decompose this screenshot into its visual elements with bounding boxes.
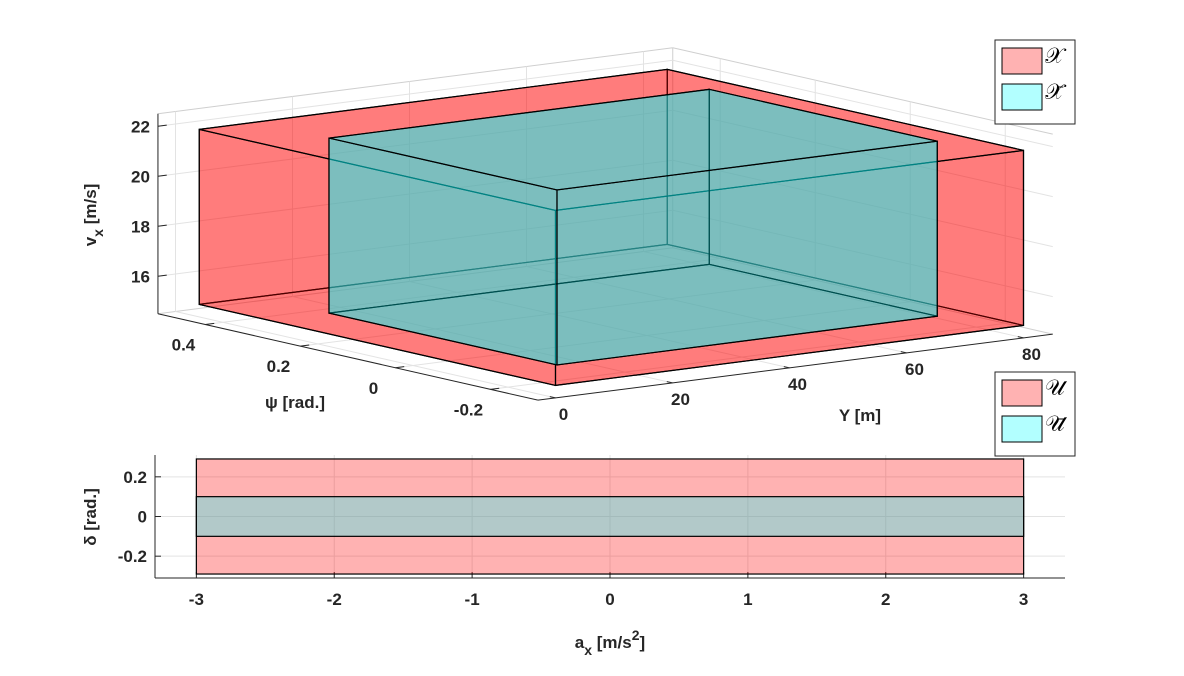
y-tick-label: -0.2	[454, 400, 483, 419]
x-axis	[537, 333, 1053, 401]
z-axis-label-base: v	[81, 236, 100, 246]
tick-mark	[395, 366, 405, 369]
tick-mark	[300, 344, 310, 347]
y-axis-label: δ [rad.]	[81, 488, 100, 546]
grid-line	[395, 301, 911, 369]
tick-mark	[549, 396, 556, 399]
y-tick-label: 0	[369, 379, 378, 398]
legend-label: 𝒰	[1045, 376, 1068, 401]
legend-label: 𝒰̄	[1045, 412, 1068, 437]
y-axis	[157, 313, 539, 401]
legend-label: 𝒳̄	[1045, 80, 1067, 105]
y-tick-label: 0.4	[172, 336, 196, 355]
pane-edge	[157, 47, 673, 115]
grid-line	[157, 109, 673, 177]
legend-swatch	[1001, 47, 1043, 75]
legend-swatch	[1001, 379, 1043, 407]
region	[195, 496, 1025, 537]
x-tick-label: 80	[1022, 345, 1041, 364]
x-tick-label: 3	[1019, 590, 1028, 609]
grid-line	[157, 159, 673, 227]
tick-mark	[157, 274, 167, 277]
z-axis-label-sub: x	[90, 229, 106, 237]
region	[195, 458, 1025, 575]
x-tick-label: -1	[465, 590, 480, 609]
tick-mark	[666, 381, 673, 384]
legend: 𝒳 𝒳̄	[994, 39, 1076, 125]
pane-edge	[672, 247, 1053, 335]
x-axis-label-sub: x	[584, 642, 592, 658]
grid-line	[526, 266, 907, 354]
grid-line	[175, 311, 556, 399]
z-tick-label: 18	[131, 217, 150, 236]
legend: 𝒰 𝒰̄	[994, 371, 1076, 457]
grid-line	[672, 159, 1053, 248]
z-tick-label: 22	[131, 117, 150, 136]
tick-mark	[157, 124, 167, 127]
tick-mark	[783, 366, 790, 369]
y-tick-label: 0.2	[267, 357, 291, 376]
x-axis-label: Y [m]	[839, 406, 881, 425]
plot-layer	[154, 47, 1065, 579]
grid-line	[409, 281, 790, 369]
x-tick-label: 2	[881, 590, 890, 609]
legend-label: 𝒳	[1045, 44, 1067, 69]
legend-swatch	[1001, 83, 1043, 111]
tick-mark	[900, 351, 907, 354]
x-tick-label: 1	[743, 590, 752, 609]
grid-line	[672, 59, 1053, 148]
y-tick-label: 0	[138, 508, 147, 527]
tick-mark	[490, 387, 500, 390]
y-tick-label: -0.2	[118, 547, 147, 566]
x-axis-label-end: ]	[640, 633, 646, 652]
x-axis-label: ax [m/s2]	[575, 627, 645, 658]
grid-line	[643, 251, 1024, 339]
pane-edge	[672, 47, 1053, 135]
region-face	[199, 68, 1024, 212]
x-axis-label-rest: [m/s	[592, 633, 632, 652]
tick-mark	[1017, 336, 1024, 339]
x-tick-label: 60	[905, 360, 924, 379]
tick-mark	[205, 322, 215, 326]
z-axis-label-rest: [m/s]	[81, 184, 100, 229]
z-tick-label: 20	[131, 167, 150, 186]
grid-line	[672, 209, 1053, 298]
x-tick-label: -2	[327, 590, 342, 609]
x-tick-label: -3	[189, 590, 204, 609]
grid-line	[300, 279, 816, 347]
legend-swatch	[1001, 415, 1043, 443]
tick-mark	[157, 224, 167, 227]
x-tick-label: 0	[605, 590, 614, 609]
x-axis-label-base: a	[575, 633, 585, 652]
y-axis-label: ψ [rad.]	[265, 393, 325, 412]
tick-mark	[157, 174, 167, 177]
grid-line	[157, 209, 673, 277]
x-axis-label-sup: 2	[632, 627, 640, 643]
y-tick-label: 0.2	[123, 468, 147, 487]
x-tick-label: 40	[788, 375, 807, 394]
x-tick-label: 20	[671, 390, 690, 409]
grid-line	[672, 109, 1053, 198]
grid-line	[205, 258, 721, 326]
region-face	[328, 88, 938, 191]
z-tick-label: 16	[131, 267, 150, 286]
grid-line	[157, 59, 673, 127]
z-axis-label: vx [m/s]	[81, 184, 106, 247]
x-tick-label: 0	[559, 405, 568, 424]
grid-line	[490, 322, 1006, 390]
grid-line	[292, 296, 673, 384]
pane-edge	[157, 247, 673, 315]
